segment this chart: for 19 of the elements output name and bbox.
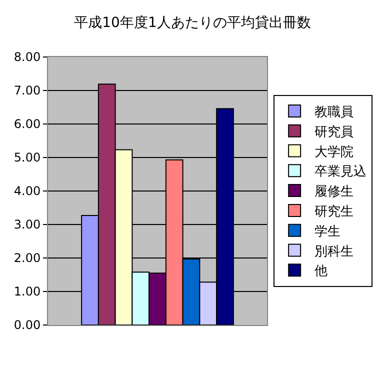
y-tick-label: 0.00 <box>14 318 41 332</box>
y-tick-label: 1.00 <box>14 284 41 299</box>
y-tick-label: 5.00 <box>14 150 41 165</box>
legend-label: 研究員 <box>314 124 354 140</box>
y-tick-label: 6.00 <box>14 117 41 132</box>
y-tick-label: 3.00 <box>14 218 41 232</box>
legend-label: 別科生 <box>314 244 354 260</box>
y-tick-label: 8.00 <box>14 50 41 64</box>
legend-label: 履修生 <box>314 184 354 200</box>
y-tick-label: 7.00 <box>14 84 41 98</box>
legend-label: 教職員 <box>314 105 354 120</box>
chart-title: 平成10年度1人あたりの平均貸出冊数 <box>74 15 311 32</box>
legend-label: 卒業見込 <box>314 164 367 180</box>
legend-label: 他 <box>314 264 328 280</box>
y-tick-label: 2.00 <box>14 251 41 266</box>
legend-label: 研究生 <box>314 204 354 220</box>
y-tick-label: 4.00 <box>14 184 41 198</box>
legend-label: 大学院 <box>314 144 354 160</box>
legend-label: 学生 <box>314 224 341 240</box>
